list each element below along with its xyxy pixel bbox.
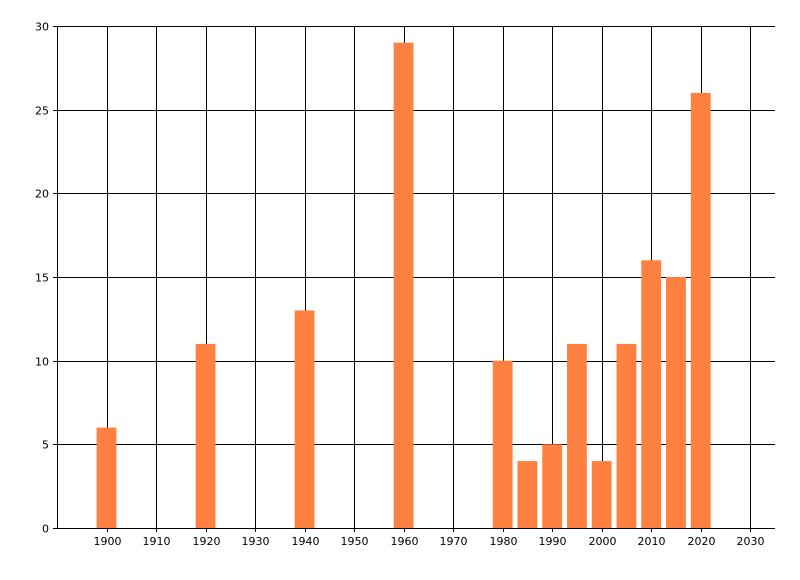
bar [96,427,117,528]
bar [492,360,513,528]
bar [294,310,315,528]
y-tick-label: 0 [42,523,49,536]
bar [591,461,612,528]
x-tick-label: 2000 [589,535,617,548]
x-tick-label: 2010 [638,535,666,548]
bar [517,461,538,528]
x-tick-label: 1930 [242,535,270,548]
x-tick-label: 2020 [688,535,716,548]
y-tick-label: 25 [35,105,49,118]
y-tick-label: 30 [35,21,49,34]
bar [195,343,216,528]
bar [666,277,686,528]
bar [567,343,587,528]
tick-labels: 0 5 10 15 20 25 30 1900 1910 1920 1930 1940 1950 1960… [35,21,765,549]
y-tick-label: 10 [35,356,49,369]
axes [53,26,775,532]
y-tick-label: 20 [35,188,49,201]
x-tick-label: 1990 [539,535,567,548]
x-tick-label: 2030 [737,535,765,548]
bar [641,260,662,528]
y-tick-label: 5 [42,439,49,452]
x-tick-label: 1920 [193,535,221,548]
x-tick-label: 1980 [490,535,518,548]
y-tick-label: 15 [35,272,49,285]
x-tick-label: 1970 [440,535,468,548]
bar [690,92,711,528]
bars [96,42,711,528]
bar [542,444,563,528]
bar [393,42,414,528]
x-tick-label: 1900 [94,535,122,548]
x-tick-label: 1940 [292,535,320,548]
bar [616,343,637,528]
x-tick-label: 1950 [341,535,369,548]
x-tick-label: 1960 [391,535,419,548]
x-tick-label: 1910 [143,535,171,548]
